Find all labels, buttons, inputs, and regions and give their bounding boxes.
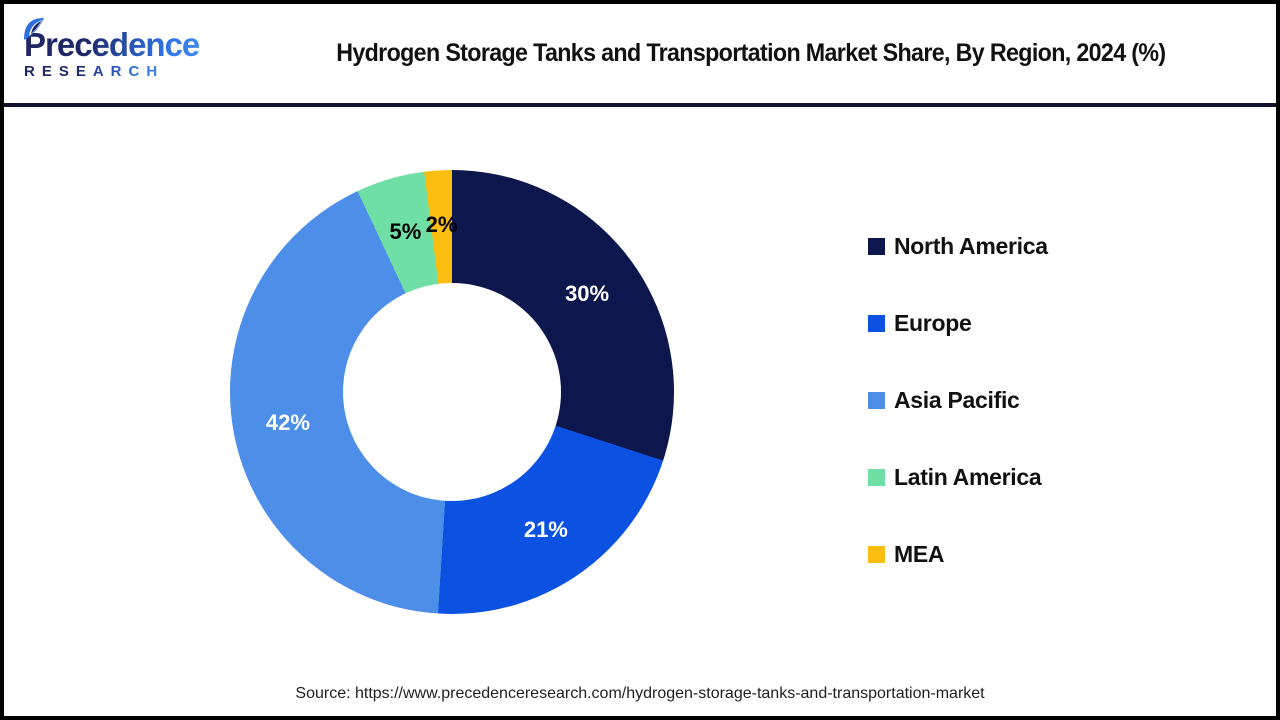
legend-item: MEA	[868, 541, 1048, 568]
legend-swatch	[868, 546, 885, 563]
legend-item: Asia Pacific	[868, 387, 1048, 414]
legend-item: Latin America	[868, 464, 1048, 491]
legend-label: MEA	[894, 541, 945, 567]
header: Precedence RESEARCH Hydrogen Storage Tan…	[4, 4, 1276, 107]
slice-label: 30%	[565, 280, 610, 306]
donut-chart	[230, 170, 674, 614]
page-title: Hydrogen Storage Tanks and Transportatio…	[336, 39, 1166, 67]
slice-label: 5%	[389, 218, 422, 244]
title-wrap: Hydrogen Storage Tanks and Transportatio…	[232, 39, 1276, 68]
legend-item: Europe	[868, 310, 1048, 337]
legend: North America Europe Asia Pacific Latin Ame…	[868, 233, 1048, 568]
slice-label: 21%	[523, 517, 568, 543]
brand-logo: Precedence RESEARCH	[24, 17, 232, 80]
legend-label: Europe	[894, 310, 972, 336]
logo-wordmark: Precedence	[24, 25, 200, 63]
donut-hole	[343, 283, 561, 501]
legend-swatch	[868, 238, 885, 255]
source-text: Source: https://www.precedenceresearch.c…	[295, 685, 985, 702]
leaf-icon	[24, 17, 44, 40]
legend-swatch	[868, 469, 885, 486]
logo-subtitle: RESEARCH	[24, 62, 165, 80]
chart-area: 30% 21% 42% 5% 2% North America Europe Asia Pa…	[4, 107, 1276, 716]
legend-item: North America	[868, 233, 1048, 260]
legend-label: Latin America	[894, 464, 1042, 490]
legend-swatch	[868, 315, 885, 332]
legend-swatch	[868, 392, 885, 409]
slice-label: 42%	[265, 410, 310, 436]
slice-label: 2%	[425, 212, 458, 238]
footer: Source: https://www.precedenceresearch.c…	[4, 685, 1276, 703]
legend-label: Asia Pacific	[894, 387, 1020, 413]
legend-label: North America	[894, 233, 1048, 259]
